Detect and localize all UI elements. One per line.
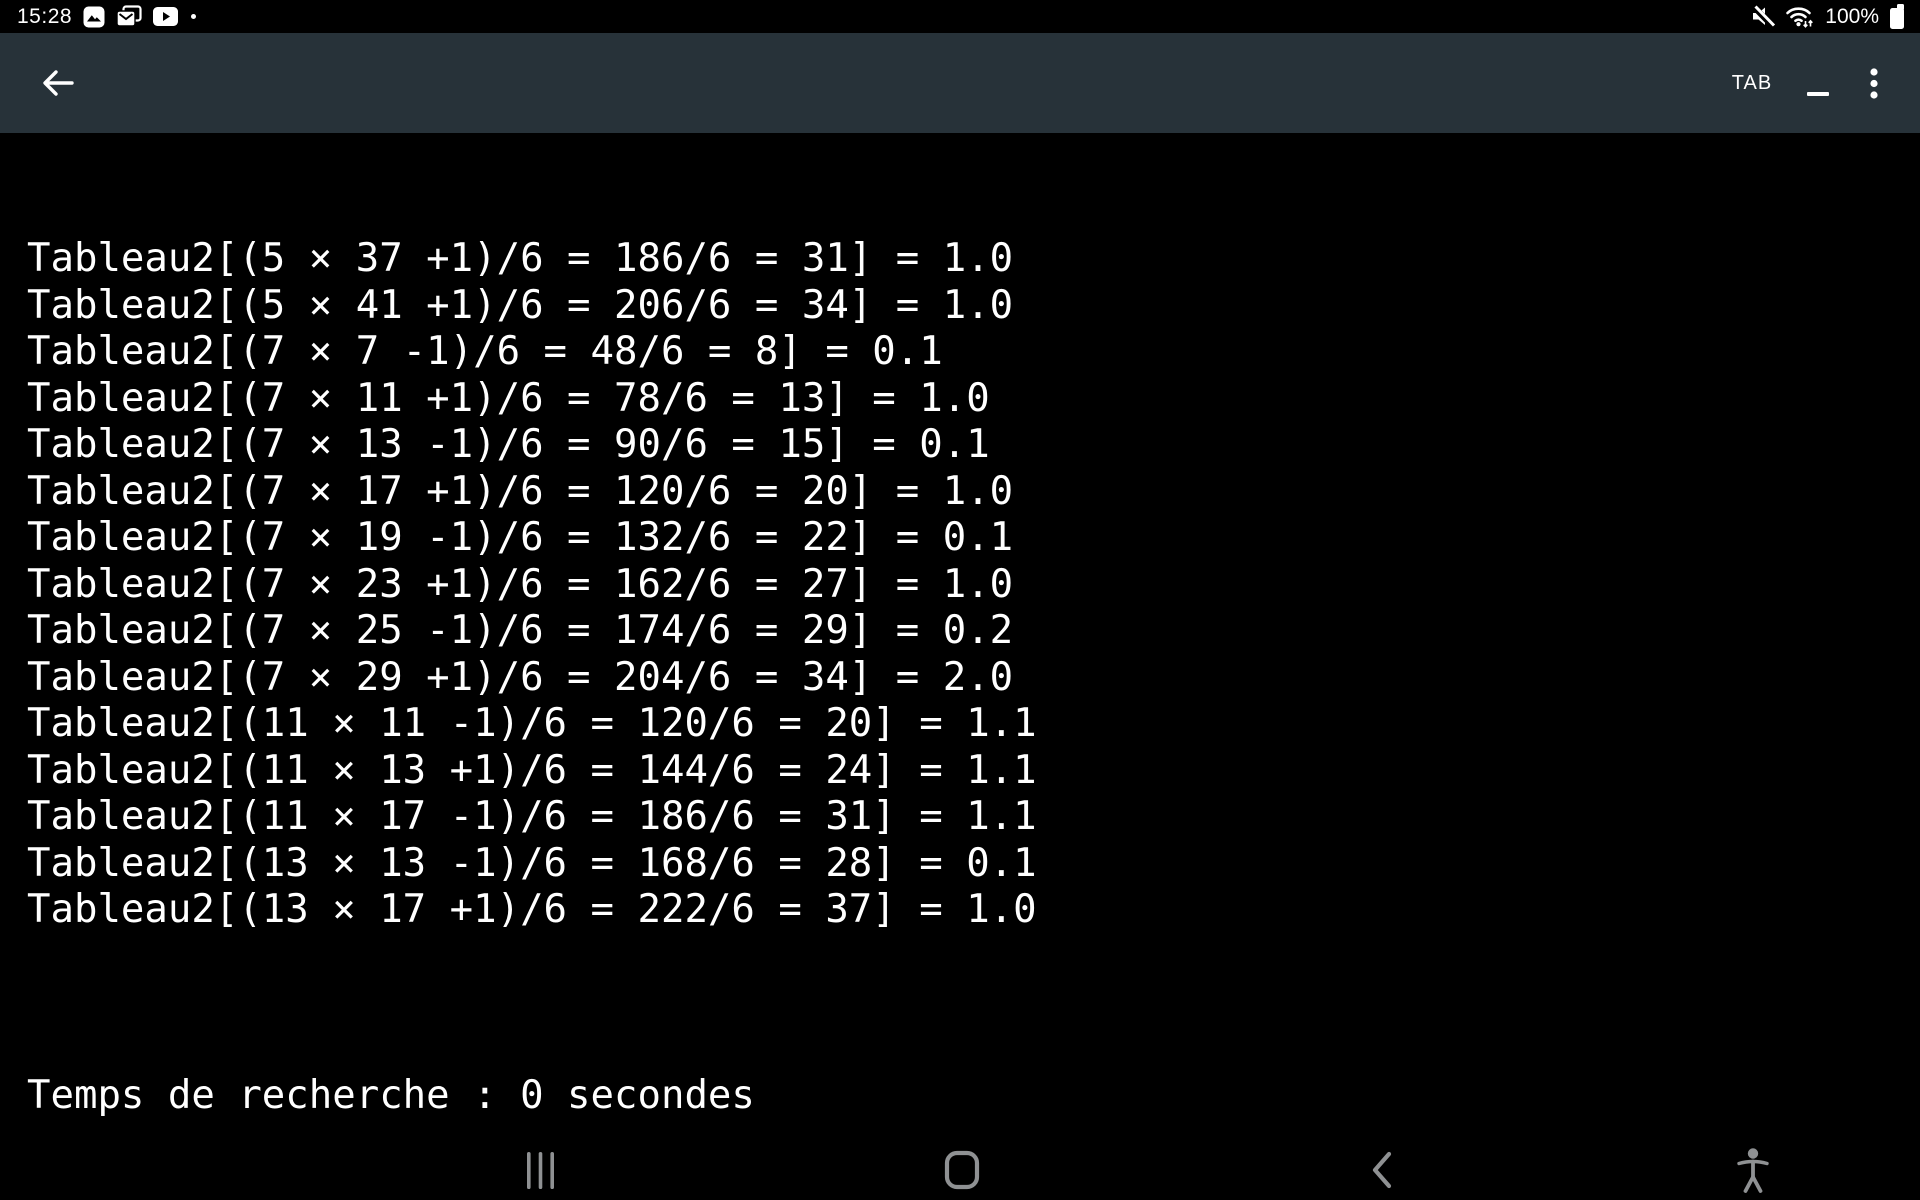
email-icon xyxy=(116,5,142,28)
gallery-icon xyxy=(83,6,105,28)
console-line: Tableau2[(7 × 17 +1)/6 = 120/6 = 20] = 1… xyxy=(27,468,1014,514)
toolbar-actions: TAB xyxy=(1726,59,1890,107)
home-button[interactable] xyxy=(922,1140,1002,1200)
console-line: Tableau2[(11 × 17 -1)/6 = 186/6 = 31] = … xyxy=(27,794,1037,839)
console-line: Tableau2[(13 × 13 -1)/6 = 168/6 = 28] = … xyxy=(27,840,1037,886)
mute-icon xyxy=(1750,4,1776,29)
console-line: Tableau2[(7 × 11 +1)/6 = 78/6 = 13] = 1.… xyxy=(27,375,990,421)
status-bar-left: 15:28 xyxy=(17,5,197,28)
console-output[interactable]: Tableau2[(5 × 37 +1)/6 = 186/6 = 31] = 1… xyxy=(0,133,1920,1200)
youtube-icon xyxy=(153,7,179,26)
console-line: Tableau2[(11 × 11 -1)/6 = 120/6 = 20] = … xyxy=(27,701,1037,746)
tab-key-button[interactable]: TAB xyxy=(1726,59,1778,107)
battery-percent: 100% xyxy=(1825,5,1879,28)
console-lines: Tableau2[(5 × 37 +1)/6 = 186/6 = 31] = 1… xyxy=(27,236,1920,934)
search-time-line: Temps de recherche : 0 secondes xyxy=(27,1073,755,1118)
underscore-icon xyxy=(1807,91,1829,97)
accessibility-icon xyxy=(1735,1147,1771,1193)
back-nav-button[interactable] xyxy=(1342,1140,1422,1200)
status-bar-right: 100% xyxy=(1750,3,1906,30)
recents-icon xyxy=(526,1151,554,1189)
back-icon xyxy=(1371,1150,1393,1190)
battery-icon xyxy=(1888,3,1906,30)
wifi-traffic-icon xyxy=(1785,4,1814,29)
status-time: 15:28 xyxy=(17,5,73,28)
overflow-menu-button[interactable] xyxy=(1858,59,1890,107)
home-icon xyxy=(944,1150,980,1190)
kebab-menu-icon xyxy=(1870,67,1878,99)
accessibility-button[interactable] xyxy=(1713,1140,1793,1200)
console-line: Tableau2[(7 × 23 +1)/6 = 162/6 = 27] = 1… xyxy=(27,561,1014,607)
console-line: Tableau2[(7 × 7 -1)/6 = 48/6 = 8] = 0.1 xyxy=(27,329,943,374)
minimize-button[interactable] xyxy=(1794,59,1842,107)
console-line: Tableau2[(7 × 25 -1)/6 = 174/6 = 29] = 0… xyxy=(27,608,1014,653)
arrow-left-icon xyxy=(41,68,75,98)
navigation-bar xyxy=(0,1140,1920,1200)
console-line: Tableau2[(5 × 37 +1)/6 = 186/6 = 31] = 1… xyxy=(27,236,1014,281)
recents-button[interactable] xyxy=(500,1140,580,1200)
notification-dot xyxy=(191,14,197,19)
app-toolbar: TAB xyxy=(0,33,1920,133)
console-line: Tableau2[(5 × 41 +1)/6 = 206/6 = 34] = 1… xyxy=(27,282,1014,328)
back-button[interactable] xyxy=(34,59,82,107)
console-line: Tableau2[(13 × 17 +1)/6 = 222/6 = 37] = … xyxy=(27,887,1037,932)
console-line: Tableau2[(7 × 13 -1)/6 = 90/6 = 15] = 0.… xyxy=(27,422,990,467)
console-line: Tableau2[(7 × 29 +1)/6 = 204/6 = 34] = 2… xyxy=(27,654,1014,700)
console-line: Tableau2[(7 × 19 -1)/6 = 132/6 = 22] = 0… xyxy=(27,515,1014,560)
status-bar: 15:28 100% xyxy=(0,0,1920,33)
console-line: Tableau2[(11 × 13 +1)/6 = 144/6 = 24] = … xyxy=(27,747,1037,793)
